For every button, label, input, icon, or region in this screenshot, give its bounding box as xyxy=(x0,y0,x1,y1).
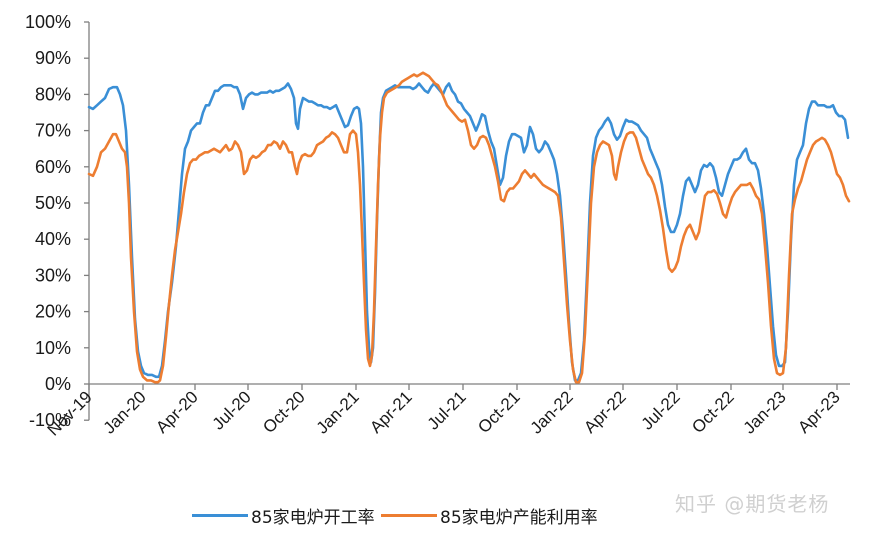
x-tick-label: Jan-22 xyxy=(527,387,577,437)
y-tick-label: 70% xyxy=(35,121,71,141)
legend-label: 85家电炉产能利用率 xyxy=(440,507,598,528)
x-tick-label: Oct-21 xyxy=(474,387,524,437)
y-tick-label: 90% xyxy=(35,48,71,68)
legend: 85家电炉开工率 85家电炉产能利用率 xyxy=(0,500,884,530)
x-tick-label: Apr-23 xyxy=(794,387,844,437)
x-axis: Nov-19 Jan-20 Apr-20 Jul-20 Oct-20 Jan-21 Apr-… xyxy=(44,383,850,440)
y-tick-label: 100% xyxy=(25,12,71,32)
x-tick-label: Apr-21 xyxy=(366,387,416,437)
x-tick-label: Jan-21 xyxy=(313,387,363,437)
series-line-operating-rate xyxy=(87,82,850,382)
legend-item-capacity-utilization: 85家电炉产能利用率 xyxy=(381,500,598,530)
y-tick-label: 0% xyxy=(45,374,71,394)
legend-swatch-orange xyxy=(381,513,437,517)
legend-label: 85家电炉开工率 xyxy=(251,507,375,528)
y-tick-label: 30% xyxy=(35,265,71,285)
x-tick-label: Apr-20 xyxy=(152,387,202,437)
watermark: 知乎 @期货老杨 xyxy=(675,492,830,516)
legend-swatch-blue xyxy=(192,513,248,517)
x-tick-label: Apr-22 xyxy=(580,387,630,437)
x-tick-label: Jan-23 xyxy=(740,387,790,437)
x-tick-label: Jul-21 xyxy=(424,387,470,433)
series-line-capacity-utilization xyxy=(87,71,851,384)
y-tick-label: 50% xyxy=(35,193,71,213)
y-tick-label: 10% xyxy=(35,338,71,358)
x-tick-label: Oct-20 xyxy=(259,387,309,437)
series-layer xyxy=(87,71,851,384)
x-tick-label: Jul-22 xyxy=(638,387,684,433)
x-tick-label: Jul-20 xyxy=(209,387,255,433)
y-tick-label: -10% xyxy=(29,410,71,430)
y-tick-label: 60% xyxy=(35,157,71,177)
y-tick-label: 20% xyxy=(35,302,71,322)
y-axis: 100% 90% 80% 70% 60% 50% 40% 30% 20% 10% 0% -10% xyxy=(25,12,90,430)
x-tick-label: Oct-22 xyxy=(688,387,738,437)
y-tick-label: 40% xyxy=(35,229,71,249)
x-tick-label: Jan-20 xyxy=(100,387,150,437)
legend-item-operating-rate: 85家电炉开工率 xyxy=(192,500,375,530)
y-tick-label: 80% xyxy=(35,84,71,104)
